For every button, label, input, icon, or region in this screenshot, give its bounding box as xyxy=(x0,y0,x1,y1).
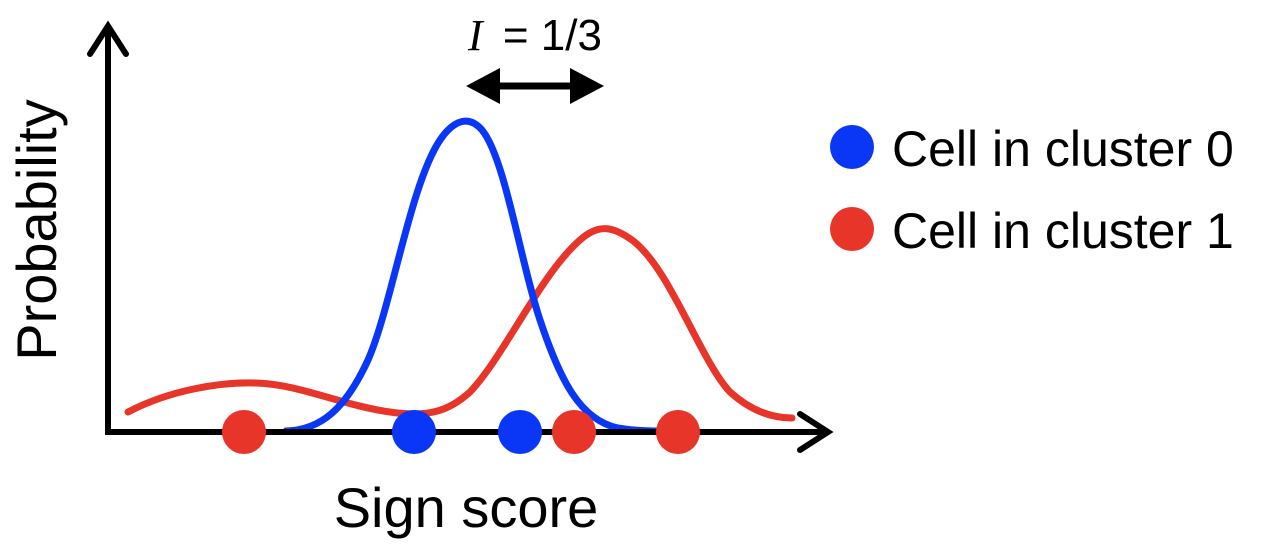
x-axis-arrowhead xyxy=(797,411,834,453)
legend-dot-cluster-0 xyxy=(830,125,874,169)
legend: Cell in cluster 0 Cell in cluster 1 xyxy=(830,121,1234,259)
y-axis-arrowhead xyxy=(87,20,129,57)
annotation-label: I = 1/3 xyxy=(467,11,602,60)
legend-item-cluster-1: Cell in cluster 1 xyxy=(830,203,1234,259)
legend-item-cluster-0: Cell in cluster 0 xyxy=(830,121,1234,177)
legend-label-cluster-1: Cell in cluster 1 xyxy=(892,203,1234,259)
legend-label-cluster-0: Cell in cluster 0 xyxy=(892,121,1234,177)
cell-dot xyxy=(656,410,700,454)
annotation-value: = 1/3 xyxy=(503,11,602,60)
cluster-1-density-curve xyxy=(124,225,796,422)
x-axis-label: Sign score xyxy=(334,476,599,539)
cluster-0-density-curve xyxy=(282,117,664,435)
cell-dot xyxy=(392,410,436,454)
cell-dot xyxy=(222,410,266,454)
cell-dot xyxy=(498,410,542,454)
legend-dot-cluster-1 xyxy=(830,207,874,251)
information-span-arrowhead-right xyxy=(570,68,604,104)
y-axis-label: Probability xyxy=(5,99,68,360)
cell-dot xyxy=(552,410,596,454)
information-span-arrowhead-left xyxy=(466,68,500,104)
annotation-symbol: I xyxy=(467,11,485,60)
